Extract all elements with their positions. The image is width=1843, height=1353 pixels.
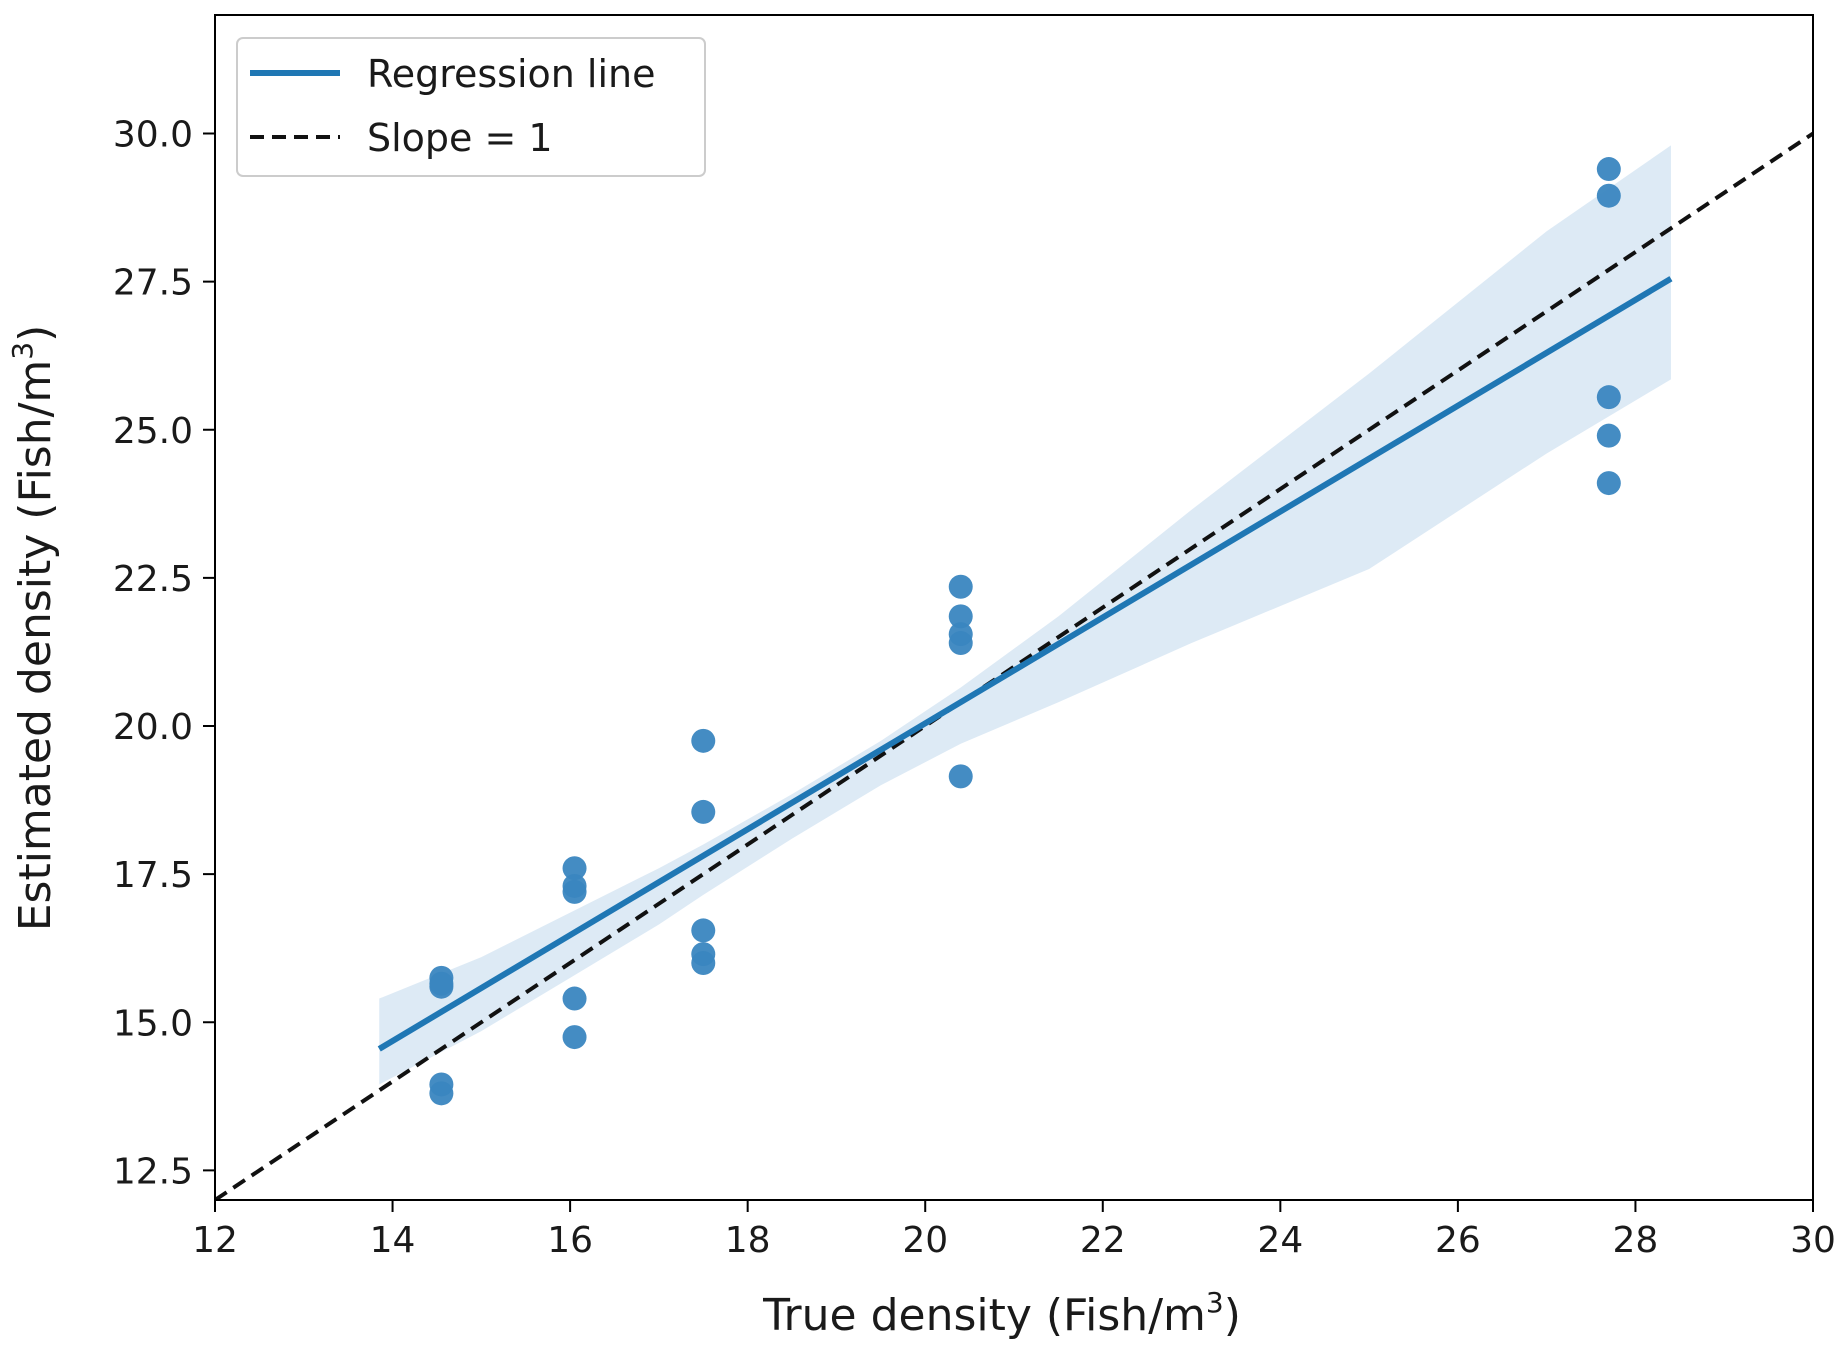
y-tick-label: 17.5: [113, 855, 193, 896]
identity-line: [215, 131, 1813, 1200]
y-tick-label: 12.5: [113, 1151, 193, 1192]
data-point: [948, 604, 973, 629]
x-axis-ticks: 12 14 16 18 20 22 24 26 28 30: [192, 1200, 1836, 1261]
y-axis-label-superscript: 3: [6, 342, 39, 360]
x-axis-label-superscript: 3: [1206, 1286, 1224, 1319]
confidence-band-layer: [379, 145, 1671, 1085]
x-tick-label: 12: [192, 1220, 238, 1261]
legend: Regression line Slope = 1: [236, 37, 706, 177]
data-point: [1596, 183, 1621, 208]
data-point: [691, 799, 716, 824]
x-tick-label: 24: [1257, 1220, 1303, 1261]
x-tick-label: 22: [1080, 1220, 1126, 1261]
confidence-band: [379, 145, 1671, 1085]
data-point: [948, 631, 973, 656]
data-point: [1596, 157, 1621, 182]
data-point: [562, 1025, 587, 1050]
x-tick-label: 28: [1613, 1220, 1659, 1261]
x-tick-label: 16: [547, 1220, 593, 1261]
line-layer: [215, 131, 1813, 1200]
data-point: [562, 879, 587, 904]
data-point: [1596, 471, 1621, 496]
y-axis-ticks: 12.5 15.0 17.5 20.0 22.5 25.0 27.5 30.0: [113, 115, 215, 1192]
data-point: [948, 574, 973, 599]
legend-label-slope-one: Slope = 1: [367, 116, 553, 160]
x-tick-label: 14: [370, 1220, 416, 1261]
y-tick-label: 27.5: [113, 263, 193, 304]
y-tick-label: 25.0: [113, 411, 193, 452]
x-tick-label: 20: [902, 1220, 948, 1261]
x-tick-label: 26: [1435, 1220, 1481, 1261]
data-point: [948, 764, 973, 789]
data-point: [429, 971, 454, 996]
x-tick-label: 18: [725, 1220, 771, 1261]
data-point: [562, 986, 587, 1011]
y-axis-label: Estimated density (Fish/m3): [6, 325, 61, 932]
legend-label-regression-line: Regression line: [367, 52, 656, 96]
y-tick-label: 22.5: [113, 559, 193, 600]
plot-frame: [214, 14, 1814, 1201]
regression-line: [377, 276, 1673, 1052]
x-axis-label: True density (Fish/m3): [762, 1286, 1241, 1341]
data-point: [691, 918, 716, 943]
y-tick-label: 30.0: [113, 115, 193, 156]
scatter-points: [429, 157, 1621, 1106]
data-point: [691, 728, 716, 753]
data-point: [429, 1081, 454, 1106]
legend-box: [236, 37, 706, 177]
y-tick-label: 15.0: [113, 1003, 193, 1044]
data-point: [1596, 423, 1621, 448]
data-point: [1596, 385, 1621, 410]
x-tick-label: 30: [1790, 1220, 1836, 1261]
data-point: [562, 856, 587, 881]
data-point: [691, 951, 716, 975]
y-tick-label: 20.0: [113, 707, 193, 748]
